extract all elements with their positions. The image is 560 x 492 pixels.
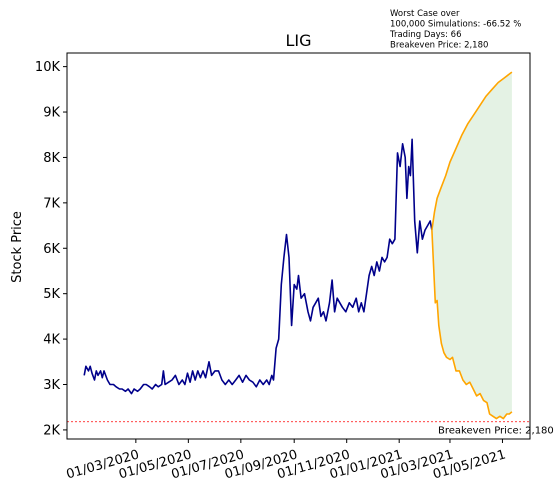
- y-axis-label: Stock Price: [10, 211, 25, 283]
- y-tick-label: 9K: [43, 106, 60, 121]
- breakeven-label: Breakeven Price: 2,180: [438, 426, 554, 437]
- y-tick-label: 2K: [43, 423, 60, 438]
- plot-area: Breakeven Price: 2,180 2K 3K 4K 5K 6K 7K 8K 9K 10…: [35, 53, 554, 483]
- annotation-line-1: Worst Case over: [390, 9, 460, 19]
- chart-title: LIG: [285, 31, 311, 50]
- historical-price-line: [84, 139, 432, 393]
- simulation-band: [432, 72, 512, 419]
- y-tick-label: 6K: [43, 242, 60, 257]
- y-tick-label: 8K: [43, 151, 60, 166]
- annotation-line-3: Trading Days: 66: [389, 30, 461, 40]
- annotation-block: Worst Case over 100,000 Simulations: -66…: [389, 9, 521, 51]
- y-tick-label: 3K: [43, 378, 60, 393]
- y-tick-label: 5K: [43, 287, 60, 302]
- annotation-line-4: Breakeven Price: 2,180: [390, 41, 488, 51]
- annotation-line-2: 100,000 Simulations: -66.52 %: [390, 20, 521, 30]
- y-tick-label: 10K: [35, 60, 61, 75]
- y-tick-label: 7K: [43, 196, 60, 211]
- y-tick-label: 4K: [43, 333, 60, 348]
